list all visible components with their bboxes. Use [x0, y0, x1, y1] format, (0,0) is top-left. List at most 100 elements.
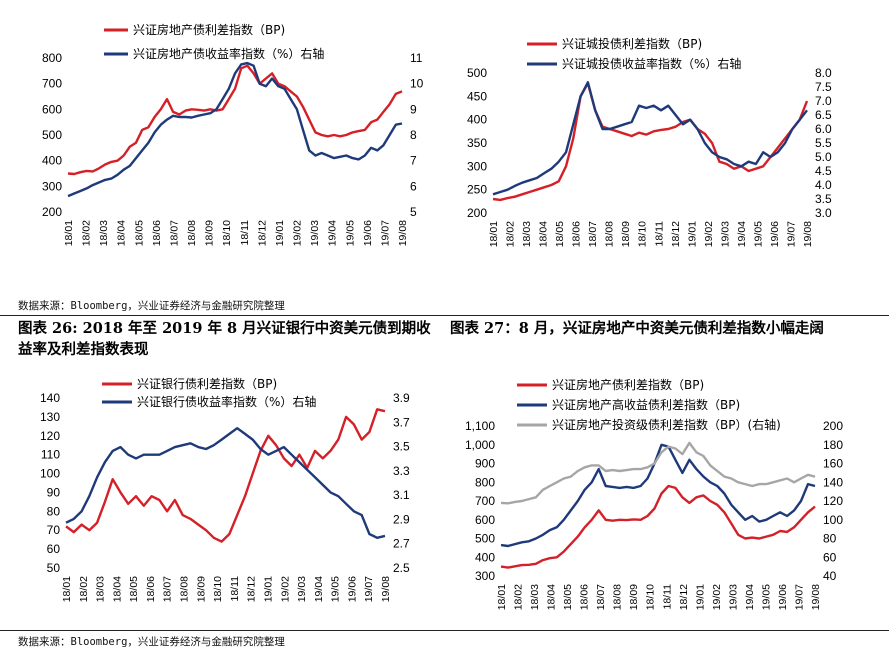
x-tick-label: 18/12	[670, 221, 682, 247]
x-tick-label: 19/07	[363, 576, 375, 602]
y-left-tick-label: 600	[475, 513, 495, 527]
y-left-tick-label: 450	[467, 89, 487, 103]
y-left-tick-label: 200	[467, 206, 487, 220]
legend-label: 兴证银行债收益率指数（%）右轴	[137, 394, 316, 409]
legend-label: 兴证银行债利差指数（BP)	[137, 376, 277, 391]
y-right-tick-label: 200	[823, 419, 843, 433]
x-tick-label: 18/05	[133, 220, 145, 246]
y-left-tick-label: 500	[467, 66, 487, 80]
chart-br-svg: 300 400 500 600 700 800 900 1,000 1,100 40 60 80 100…	[465, 377, 843, 610]
y-left-tick-label: 60	[47, 542, 61, 556]
x-tick-label: 18/09	[628, 584, 640, 610]
x-tick-label: 19/02	[703, 221, 715, 247]
x-tick-label: 19/05	[760, 584, 772, 610]
y-left-tick-label: 800	[42, 51, 62, 65]
x-tick-label: 18/04	[538, 221, 550, 247]
legend-label: 兴证城投债利差指数（BP)	[562, 36, 702, 51]
x-tick-label: 18/03	[521, 221, 533, 247]
y-right-tick-label: 3.7	[393, 415, 410, 429]
x-tick-label: 19/05	[752, 221, 764, 247]
x-tick-label: 19/01	[274, 220, 286, 246]
y-left-tick-label: 120	[40, 429, 60, 443]
y-right-tick-label: 5.0	[815, 150, 832, 164]
y-left-tick-label: 300	[467, 159, 487, 173]
x-tick-label: 18/12	[678, 584, 690, 610]
x-tick-label: 18/03	[529, 584, 541, 610]
x-tick-label: 18/02	[513, 584, 525, 610]
y-left-tick-label: 200	[42, 205, 62, 219]
chart-urban-invest-spread-yield: 200 250 300 350 400 450 500 3.0 3.5 4.0 4.5 5.0 5.5 6…	[445, 0, 889, 270]
series-line-navy	[492, 81, 808, 196]
x-tick-label: 18/07	[595, 584, 607, 610]
x-tick-label: 18/11	[653, 221, 665, 247]
chart-realestate-spread-yield: 200 300 400 500 600 700 800 5 6 7 8 9 10 11 18/01 18/02…	[0, 0, 430, 270]
series-line-navy	[500, 443, 816, 548]
y-left-tick-label: 80	[47, 504, 61, 518]
x-tick-label: 19/08	[802, 221, 814, 247]
x-tick-label: 19/03	[309, 220, 321, 246]
legend-label: 兴证房地产债利差指数（BP)	[133, 22, 285, 37]
y-left-tick-label: 250	[467, 183, 487, 197]
divider-bottom	[0, 630, 889, 631]
x-tick-label: 18/07	[587, 221, 599, 247]
y-right-tick-label: 180	[823, 438, 843, 452]
y-left-tick-label: 600	[42, 102, 62, 116]
x-tick-label: 18/08	[612, 584, 624, 610]
y-left-tick-label: 700	[42, 77, 62, 91]
x-tick-label: 19/02	[279, 576, 291, 602]
y-right-tick-label: 9	[410, 102, 417, 116]
x-tick-label: 18/01	[488, 221, 500, 247]
y-left-tick-label: 400	[467, 113, 487, 127]
x-tick-label: 18/09	[195, 576, 207, 602]
x-tick-label: 18/04	[111, 576, 123, 602]
x-tick-label: 18/06	[151, 220, 163, 246]
x-tick-label: 19/07	[793, 584, 805, 610]
x-tick-label: 19/03	[727, 584, 739, 610]
x-tick-label: 19/01	[694, 584, 706, 610]
y-left-tick-label: 110	[41, 448, 60, 462]
series-line-red	[65, 408, 386, 543]
y-left-tick-label: 100	[40, 467, 60, 481]
source-note-top: 数据来源：Bloomberg，兴业证券经济与金融研究院整理	[18, 300, 285, 312]
y-left-tick-label: 400	[475, 550, 495, 564]
y-right-tick-label: 7	[410, 154, 417, 168]
y-left-tick-label: 500	[475, 532, 495, 546]
x-tick-label: 18/02	[78, 576, 90, 602]
y-right-tick-label: 6.0	[815, 122, 832, 136]
y-right-tick-label: 6.5	[815, 108, 832, 122]
y-left-tick-label: 140	[40, 391, 60, 405]
x-tick-label: 18/10	[637, 221, 649, 247]
x-tick-label: 19/02	[711, 584, 723, 610]
y-left-tick-label: 300	[42, 179, 62, 193]
y-right-tick-label: 80	[823, 532, 837, 546]
x-tick-label: 18/06	[145, 576, 157, 602]
y-left-tick-label: 130	[40, 410, 60, 424]
x-tick-label: 18/01	[496, 584, 508, 610]
x-tick-label: 18/11	[661, 584, 673, 610]
x-tick-label: 19/06	[362, 220, 374, 246]
y-right-tick-label: 6	[410, 179, 417, 193]
x-tick-label: 18/04	[116, 220, 128, 246]
y-left-tick-label: 300	[475, 569, 495, 583]
x-tick-label: 18/05	[554, 221, 566, 247]
y-left-tick-label: 1,000	[465, 438, 495, 452]
series-line-navy	[65, 427, 386, 540]
x-tick-label: 19/04	[736, 221, 748, 247]
y-right-tick-label: 3.5	[815, 192, 832, 206]
chart-tr-svg: 2002503003504004505003.03.54.04.55.05.56…	[467, 36, 832, 247]
x-tick-label: 19/04	[744, 584, 756, 610]
series-line-red	[492, 82, 809, 202]
y-right-tick-label: 4.0	[815, 178, 832, 192]
x-tick-label: 19/08	[380, 576, 392, 602]
y-left-tick-label: 350	[467, 136, 487, 150]
x-tick-label: 18/11	[239, 220, 251, 246]
y-right-tick-label: 8	[410, 128, 417, 142]
divider-top	[0, 315, 889, 316]
x-tick-label: 18/02	[505, 221, 517, 247]
x-tick-label: 19/04	[313, 576, 325, 602]
caption-27: 图表 27：8 月，兴证房地产中资美元债利差指数小幅走阔	[450, 320, 824, 337]
x-tick-label: 19/08	[810, 584, 822, 610]
x-tick-label: 19/02	[292, 220, 304, 246]
y-left-tick-label: 400	[42, 154, 62, 168]
y-right-tick-label: 10	[410, 77, 424, 91]
